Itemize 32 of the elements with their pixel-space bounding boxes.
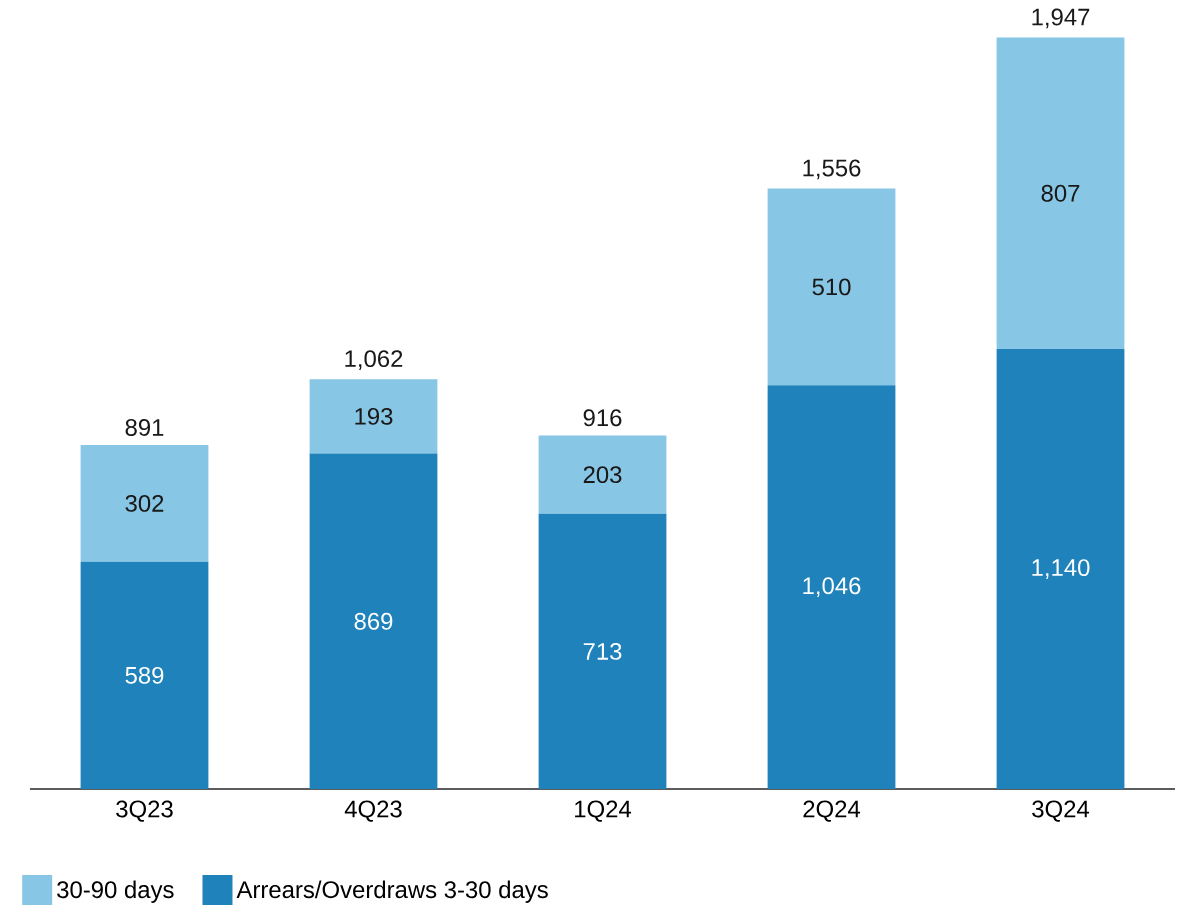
bar	[538, 435, 667, 514]
bar	[309, 379, 438, 454]
total-label: 891	[125, 419, 164, 436]
data-label: 1,046	[803, 577, 861, 598]
data-label: 807	[1041, 184, 1080, 202]
total-label: 1,062	[345, 350, 403, 370]
legend-label: 30-90 days	[57, 880, 174, 903]
bar	[767, 385, 896, 789]
data-label: 713	[583, 642, 622, 660]
data-label: 510	[812, 278, 851, 296]
bar	[80, 561, 209, 789]
total-label: 1,947	[1032, 8, 1090, 29]
x-tick-label: 1Q24	[575, 800, 632, 822]
total-label: 916	[583, 409, 622, 427]
bar	[80, 445, 209, 562]
data-label: 869	[354, 612, 393, 630]
legend-label: Arrears/Overdraws 3-30 days	[236, 880, 548, 903]
x-tick-label: 3Q23	[116, 800, 173, 822]
x-tick-label: 3Q24	[1032, 800, 1090, 822]
data-label: 589	[125, 666, 164, 684]
data-label: 203	[583, 466, 622, 484]
bar	[996, 349, 1125, 789]
total-label: 1,556	[803, 159, 861, 180]
x-tick-label: 4Q23	[344, 800, 402, 822]
x-tick-label: 2Q24	[803, 800, 861, 822]
bar	[996, 37, 1125, 350]
data-label: 302	[125, 494, 164, 512]
bar	[538, 513, 667, 789]
data-label: 1,140	[1032, 559, 1090, 579]
bar	[309, 453, 438, 789]
data-label: 193	[355, 407, 393, 425]
bar	[767, 188, 896, 386]
